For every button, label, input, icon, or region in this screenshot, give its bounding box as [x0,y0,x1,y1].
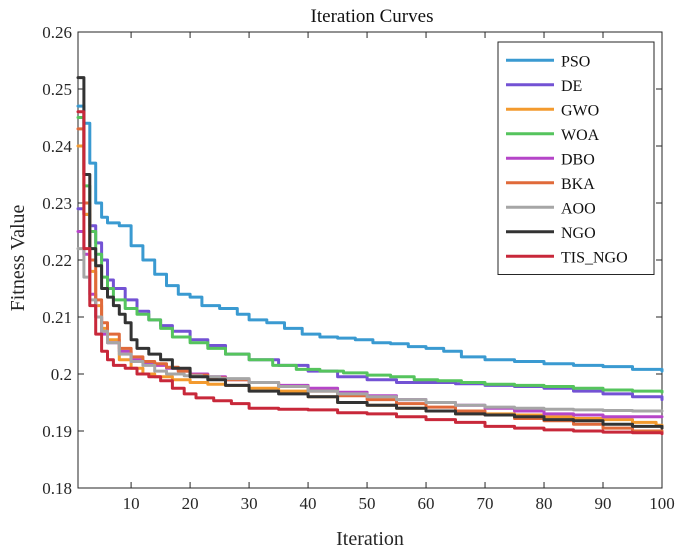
series-line-pso [76,104,664,373]
legend-label: WOA [561,127,600,144]
y-tick-label: 0.18 [42,479,72,498]
legend-label: PSO [561,53,590,70]
chart-title: Iteration Curves [311,6,434,27]
x-tick-label: 10 [123,494,140,513]
y-tick-label: 0.26 [42,23,72,42]
legend-label: BKA [561,176,595,193]
x-tick-label: 50 [359,494,376,513]
legend-label: AOO [561,200,596,217]
y-tick-label: 0.2 [51,365,72,384]
series-layer [76,76,664,436]
legend: PSO DE GWO WOA DBO BKA AOO NGO TIS_NGO [497,41,655,275]
tick-layer: 10 20 30 40 50 60 70 80 90 100 0.18 0.19 0.2 0.21 0.22… [42,23,675,513]
x-tick-label: 40 [300,494,317,513]
series-line-woa [76,116,664,394]
series-line-ngo [76,76,664,430]
y-tick-label: 0.22 [42,251,72,270]
x-tick-label: 60 [418,494,435,513]
y-tick-label: 0.21 [42,308,72,327]
x-tick-label: 70 [477,494,494,513]
y-tick-label: 0.24 [42,137,72,156]
x-tick-label: 90 [595,494,612,513]
legend-label: GWO [561,102,599,119]
y-axis-title: Fitness Value [7,204,29,311]
x-tick-label: 20 [182,494,199,513]
legend-label: DE [561,78,582,95]
legend-label: TIS_NGO [561,249,628,266]
x-axis-title: Iteration [336,528,404,550]
legend-label: NGO [561,225,596,242]
series-line-tis-ngo [76,110,664,436]
y-tick-label: 0.23 [42,194,72,213]
x-tick-label: 80 [536,494,553,513]
legend-label: DBO [561,151,595,168]
x-tick-label: 100 [649,494,675,513]
y-tick-label: 0.25 [42,80,72,99]
y-tick-label: 0.19 [42,422,72,441]
x-tick-label: 30 [241,494,258,513]
series-line-aoo [76,247,664,413]
